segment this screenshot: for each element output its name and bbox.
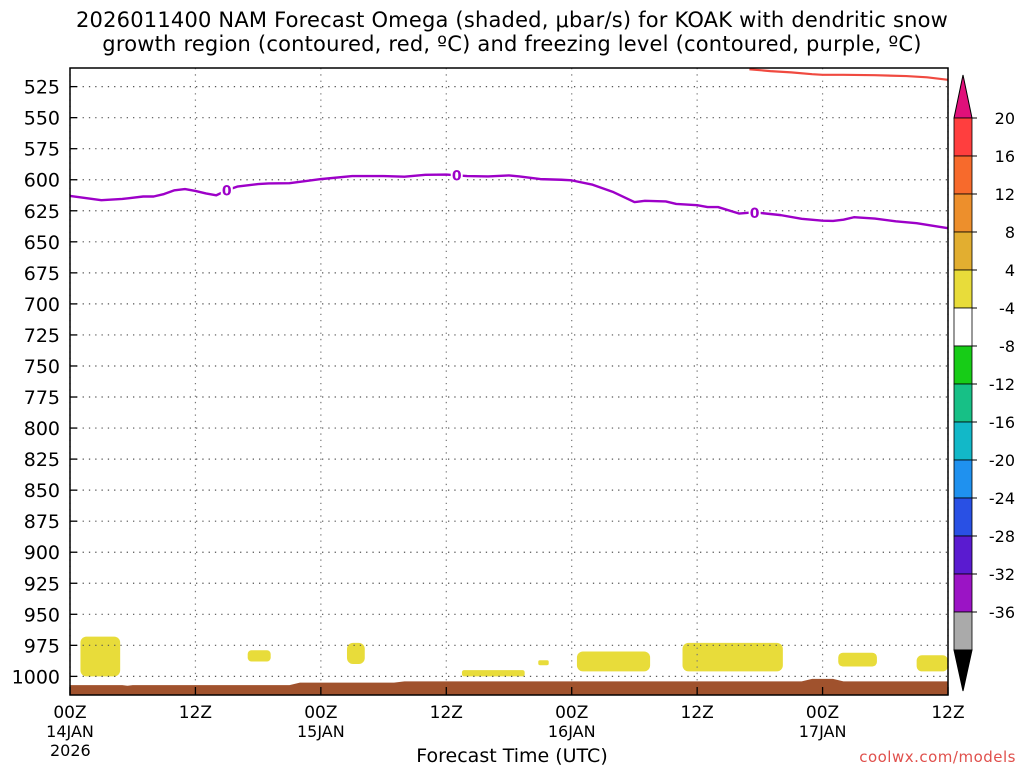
terrain-layer — [70, 678, 948, 695]
y-tick-label-975: 975 — [24, 635, 60, 657]
omega-region-6 — [682, 642, 783, 672]
y-tick-label-625: 625 — [24, 201, 60, 223]
colorbar-swatch-2 — [953, 193, 973, 233]
x-tick-label-0: 00Z — [53, 703, 86, 723]
y-tick-label-800: 800 — [24, 418, 60, 440]
colorbar-swatch-1 — [953, 155, 973, 195]
x-tick-date-0: 14JAN — [46, 722, 94, 741]
colorbar-label-6: -8 — [999, 337, 1015, 356]
y-tick-label-600: 600 — [24, 170, 60, 192]
y-tick-label-575: 575 — [24, 139, 60, 161]
x-tick-date-48: 16JAN — [548, 722, 596, 741]
freezing-level-layer: 0 0 0 — [69, 167, 949, 230]
y-tick-label-700: 700 — [24, 294, 60, 316]
freezing-level-label-2: 0 — [750, 206, 760, 222]
colorbar-label-3: 8 — [1005, 223, 1015, 242]
colorbar-label-10: -24 — [989, 489, 1015, 508]
omega-shading-layer — [80, 636, 948, 677]
omega-region-2 — [346, 642, 365, 664]
colorbar-label-0: 20 — [995, 109, 1015, 128]
omega-region-4 — [538, 660, 549, 666]
omega-region-5 — [576, 651, 651, 672]
freezing-label-bg-1 — [450, 167, 463, 184]
colorbar-label-12: -32 — [989, 565, 1015, 584]
omega-region-8 — [916, 655, 948, 672]
y-tick-label-550: 550 — [24, 108, 60, 130]
colorbar-swatch-5 — [953, 307, 973, 347]
y-tick-label-675: 675 — [24, 263, 60, 285]
freezing-label-bg-2 — [748, 204, 761, 221]
y-tick-label-775: 775 — [24, 387, 60, 409]
colorbar-swatch-12 — [953, 573, 973, 613]
colorbar-label-7: -12 — [989, 375, 1015, 394]
omega-region-1 — [247, 650, 271, 662]
x-tick-date-24: 15JAN — [297, 722, 345, 741]
y-tick-label-875: 875 — [24, 511, 60, 533]
freezing-level-label-0: 0 — [222, 183, 232, 199]
x-tick-label-12: 12Z — [179, 703, 212, 723]
colorbar-layer: 20 16 12 8 4 -4 -8 -12 -16 -20 -24 -28 -32 -36 — [953, 74, 1015, 692]
x-tick-label-84: 12Z — [931, 703, 964, 723]
chart-title-line-1: 2026011400 NAM Forecast Omega (shaded, μ… — [75, 8, 949, 32]
omega-region-7 — [838, 652, 877, 667]
dgz-contour-line — [749, 68, 949, 81]
dgz-contour-layer — [749, 68, 949, 81]
y-tick-label-1000: 1000 — [12, 666, 60, 688]
axes-layer: 525 550 575 600 625 650 675 700 725 750 775 800 825 8… — [12, 67, 965, 760]
freezing-label-bg-0 — [220, 182, 233, 199]
omega-region-0 — [80, 636, 121, 677]
freezing-level-label-1: 0 — [452, 168, 462, 184]
chart-title-line-2: growth region (contoured, red, ºC) and f… — [102, 32, 922, 56]
grid-layer — [69, 68, 949, 695]
x-tick-label-60: 12Z — [681, 703, 714, 723]
x-tick-label-72: 00Z — [806, 703, 839, 723]
x-tick-label-48: 00Z — [555, 703, 588, 723]
colorbar-label-11: -28 — [989, 527, 1015, 546]
plot-frame — [69, 67, 949, 696]
x-axis-label: Forecast Time (UTC) — [416, 745, 608, 767]
y-tick-label-525: 525 — [24, 77, 60, 99]
y-tick-label-825: 825 — [24, 449, 60, 471]
x-tick-year-0: 2026 — [50, 741, 91, 760]
y-tick-label-650: 650 — [24, 232, 60, 254]
colorbar-swatch-13 — [953, 611, 973, 651]
colorbar-label-8: -16 — [989, 413, 1015, 432]
colorbar-label-5: -4 — [999, 299, 1015, 318]
colorbar-bottom-arrow — [953, 649, 973, 692]
colorbar-swatch-6 — [953, 345, 973, 385]
terrain-fill — [70, 678, 948, 695]
colorbar-swatch-3 — [953, 231, 973, 271]
x-tick-label-24: 00Z — [304, 703, 337, 723]
colorbar-label-1: 16 — [995, 147, 1015, 166]
colorbar-swatch-7 — [953, 383, 973, 423]
colorbar-swatch-0 — [953, 117, 973, 157]
colorbar-swatch-4 — [953, 269, 973, 309]
colorbar-swatch-8 — [953, 421, 973, 461]
x-tick-date-72: 17JAN — [799, 722, 847, 741]
colorbar-top-arrow — [953, 74, 973, 119]
colorbar-label-4: 4 — [1005, 261, 1015, 280]
y-tick-label-725: 725 — [24, 325, 60, 347]
colorbar-label-2: 12 — [995, 185, 1015, 204]
colorbar-label-9: -20 — [989, 451, 1015, 470]
omega-region-3 — [461, 670, 525, 677]
chart-title: 2026011400 NAM Forecast Omega (shaded, μ… — [0, 8, 1024, 56]
colorbar-swatch-11 — [953, 535, 973, 575]
colorbar-label-13: -36 — [989, 603, 1015, 622]
y-tick-label-925: 925 — [24, 573, 60, 595]
freezing-level-line — [69, 173, 949, 230]
watermark: coolwx.com/models — [859, 748, 1016, 766]
y-tick-label-850: 850 — [24, 480, 60, 502]
colorbar-swatch-10 — [953, 497, 973, 537]
x-tick-label-36: 12Z — [430, 703, 463, 723]
colorbar-swatch-9 — [953, 459, 973, 499]
y-tick-label-900: 900 — [24, 542, 60, 564]
y-tick-label-750: 750 — [24, 356, 60, 378]
y-tick-label-950: 950 — [24, 604, 60, 626]
